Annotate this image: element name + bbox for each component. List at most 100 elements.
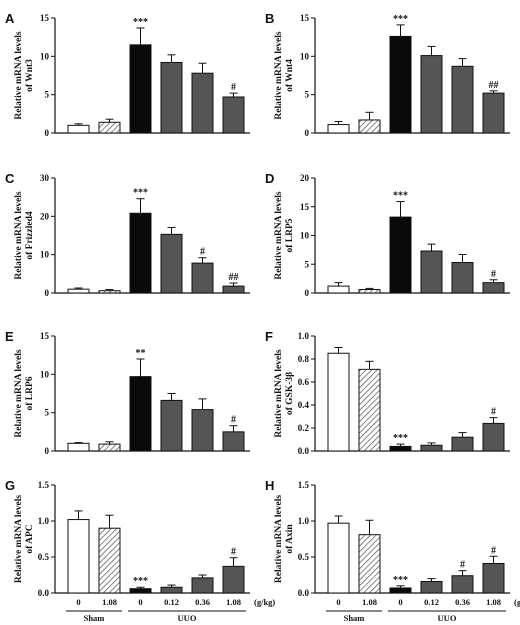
bar — [451, 436, 474, 452]
y-tick-label: 5 — [305, 90, 310, 100]
bar — [420, 444, 443, 452]
bar — [327, 352, 350, 452]
bar — [222, 285, 245, 294]
y-tick-label: 1.5 — [38, 480, 50, 490]
bar — [191, 72, 214, 134]
y-tick-label: 15 — [40, 331, 50, 341]
y-axis-label-line: of LRP6 — [25, 376, 35, 410]
y-axis-label-line: of LRP5 — [285, 218, 295, 252]
x-tick-label: 1.08 — [486, 597, 501, 607]
x-tick-label: 0 — [336, 597, 340, 607]
group-label: Sham — [84, 613, 105, 623]
y-tick-label: 20 — [300, 173, 310, 183]
bar — [160, 233, 183, 294]
y-tick-label: 1.0 — [38, 516, 50, 526]
y-tick-label: 30 — [40, 173, 50, 183]
y-axis-label: Relative mRNA levelsof LRP5 — [274, 191, 295, 279]
bar — [389, 445, 412, 452]
bar — [420, 250, 443, 294]
group-label: UUO — [178, 613, 197, 623]
y-tick-label: 0 — [45, 446, 50, 456]
bar — [482, 562, 505, 594]
y-axis-label-line: Relative mRNA levels — [14, 31, 24, 119]
bar — [222, 565, 245, 594]
y-tick-label: 0 — [305, 288, 310, 298]
panel-letter: G — [5, 478, 15, 493]
bar — [451, 262, 474, 294]
bar — [98, 121, 121, 134]
panel-letter: E — [5, 329, 14, 344]
significance-label: *** — [133, 17, 148, 28]
bar — [482, 282, 505, 294]
significance-label: # — [200, 247, 205, 258]
x-unit-label: (g/kg) — [514, 597, 520, 607]
significance-label: # — [491, 269, 496, 280]
significance-label: *** — [133, 188, 148, 199]
y-tick-label: 5 — [305, 259, 310, 269]
bar — [129, 588, 152, 594]
y-tick-label: 20 — [40, 211, 50, 221]
y-axis-label-line: Relative mRNA levels — [274, 31, 284, 119]
significance-label: ## — [229, 272, 239, 283]
x-tick-label: 0.12 — [164, 597, 179, 607]
y-axis-label: Relative mRNA levelsof LRP6 — [14, 349, 35, 437]
y-tick-label: 1.0 — [298, 516, 310, 526]
bar — [327, 285, 350, 294]
bar — [420, 580, 443, 594]
y-tick-label: 0.8 — [298, 354, 310, 364]
y-tick-label: 0 — [305, 128, 310, 138]
significance-label: # — [460, 560, 465, 571]
bar — [160, 399, 183, 452]
panel-letter: H — [265, 478, 274, 493]
y-tick-label: 0 — [45, 288, 50, 298]
y-tick-label: 15 — [40, 13, 50, 23]
y-axis-label: Relative mRNA levelsof Frizzled4 — [14, 191, 35, 279]
y-tick-label: 1.5 — [298, 480, 310, 490]
bar — [98, 527, 121, 594]
y-axis-label-line: Relative mRNA levels — [274, 349, 284, 437]
significance-label: # — [231, 82, 236, 93]
x-tick-label: 1.08 — [226, 597, 241, 607]
y-axis-label: Relative mRNA levelsof Axin — [274, 495, 295, 583]
bar — [191, 262, 214, 294]
panel-letter: B — [265, 11, 274, 26]
y-axis-label: Relative mRNA levelsof GSK-3β — [274, 349, 295, 437]
bar — [327, 124, 350, 134]
bar — [420, 55, 443, 134]
bar — [98, 443, 121, 452]
panel-c: C Relative mRNA levelsof Frizzled4 0 10 20 30… — [5, 171, 250, 298]
y-tick-label: 0.6 — [298, 377, 310, 387]
bar — [129, 376, 152, 452]
y-axis-label: Relative mRNA levelsof Wnt4 — [274, 31, 295, 119]
significance-label: ** — [136, 348, 146, 359]
bar — [451, 575, 474, 594]
bar — [358, 289, 381, 294]
significance-label: *** — [393, 433, 408, 444]
bar — [98, 290, 121, 294]
x-tick-label: 1.08 — [362, 597, 377, 607]
y-tick-label: 10 — [40, 250, 50, 260]
significance-label: ## — [489, 80, 499, 91]
y-tick-label: 0.0 — [38, 588, 50, 598]
bar — [222, 431, 245, 452]
y-tick-label: 0 — [45, 128, 50, 138]
y-axis-label-line: of GSK-3β — [285, 372, 295, 415]
significance-label: # — [231, 415, 236, 426]
x-tick-label: 0.12 — [424, 597, 439, 607]
y-tick-label: 10 — [300, 51, 310, 61]
y-tick-label: 0.0 — [298, 446, 310, 456]
y-axis-label: Relative mRNA levelsof APC — [14, 495, 35, 583]
x-tick-label: 0.36 — [455, 597, 470, 607]
y-axis-label-line: Relative mRNA levels — [14, 191, 24, 279]
bar — [67, 288, 90, 294]
y-axis-label-line: of APC — [25, 524, 35, 553]
y-tick-label: 10 — [300, 231, 310, 241]
bar — [129, 44, 152, 134]
y-tick-label: 10 — [40, 369, 50, 379]
y-axis-label-line: Relative mRNA levels — [274, 191, 284, 279]
